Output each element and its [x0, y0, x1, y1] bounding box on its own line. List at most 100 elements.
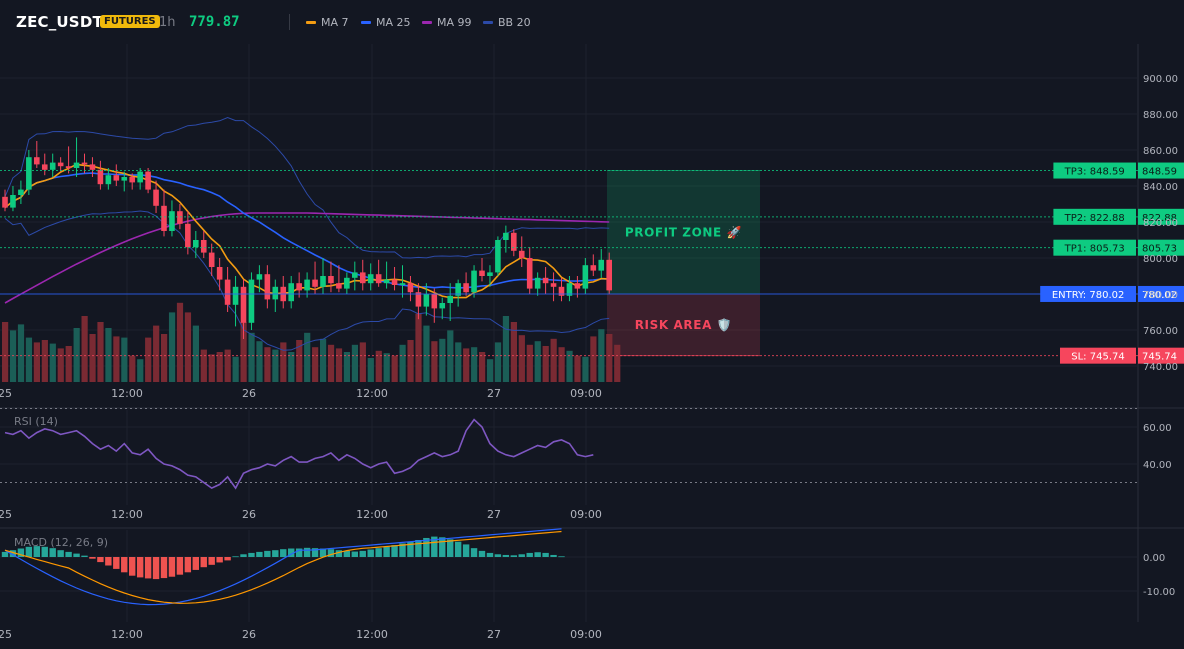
- volume-bar: [9, 330, 17, 382]
- volume-bar: [590, 336, 597, 382]
- candle-body: [487, 272, 493, 276]
- volume-bar: [248, 332, 255, 382]
- candle-body: [264, 274, 271, 300]
- macd-hist-bar: [478, 550, 486, 557]
- macd-hist-bar: [375, 548, 382, 557]
- candle-body: [113, 175, 120, 181]
- legend-bb20[interactable]: BB 20: [483, 16, 531, 29]
- macd-hist-bar: [264, 550, 271, 557]
- volume-bar: [73, 328, 80, 382]
- volume-bar: [176, 302, 184, 382]
- volume-bar: [534, 341, 541, 382]
- volume-bar: [351, 344, 358, 382]
- chart-header: ZEC_USDT FUTURES 1h 779.87 MA 7 MA 25 MA…: [0, 0, 1184, 44]
- macd-hist-bar: [129, 557, 136, 576]
- macd-hist-bar: [502, 554, 510, 557]
- candle-body: [463, 283, 469, 293]
- grid-lines: [0, 44, 1138, 622]
- time-tick-label: 27: [487, 508, 501, 521]
- candle-body: [367, 274, 374, 284]
- candle-body: [320, 276, 326, 287]
- candle-body: [169, 211, 175, 231]
- level-tag-text-sl: SL: 745.74: [1071, 352, 1124, 363]
- candle-body: [121, 177, 128, 181]
- price-tick-label: 760.00: [1143, 326, 1178, 337]
- volume-bar: [121, 337, 128, 382]
- volume-bar: [343, 352, 351, 382]
- macd-hist-bar: [224, 557, 231, 561]
- signal-line: [4, 530, 562, 604]
- legend-ma99[interactable]: MA 99: [422, 16, 472, 29]
- candle-body: [185, 223, 191, 248]
- macd-hist-bar: [351, 551, 358, 557]
- macd-title: MACD (12, 26, 9): [14, 536, 108, 549]
- macd-tick-label: 0.00: [1143, 553, 1165, 564]
- volume-bar: [304, 332, 311, 382]
- time-tick-label: 12:00: [356, 387, 388, 400]
- volume-bar: [320, 338, 327, 382]
- candle-body: [97, 169, 104, 185]
- time-tick-label: 12:00: [111, 628, 143, 641]
- risk-zone: [607, 293, 760, 356]
- bollinger-upper: [4, 116, 610, 259]
- header-divider: [289, 14, 290, 30]
- macd-hist-bar: [470, 548, 478, 557]
- macd-hist-bar: [423, 537, 430, 557]
- volume-bar: [57, 348, 64, 382]
- legend-ma25[interactable]: MA 25: [361, 16, 411, 29]
- candle-body: [471, 270, 477, 293]
- symbol-title[interactable]: ZEC_USDT: [16, 13, 103, 31]
- macd-hist-bar: [510, 555, 517, 557]
- candle-body: [526, 258, 533, 289]
- volume-bar: [65, 346, 72, 382]
- candle-body: [26, 157, 32, 190]
- legend-label-bb20: BB 20: [498, 16, 531, 29]
- time-tick-label: 25: [0, 508, 12, 521]
- candle-body: [41, 164, 48, 170]
- price-tick-label: 800.00: [1143, 254, 1178, 265]
- time-tick-label: 27: [487, 387, 501, 400]
- time-tick-label: 26: [242, 508, 256, 521]
- macd-hist-bar: [144, 557, 152, 579]
- candle-body: [224, 279, 231, 305]
- candle-body: [375, 274, 382, 284]
- candle-body: [399, 283, 406, 285]
- macd-hist-bar: [97, 557, 104, 563]
- volume-bar: [399, 344, 406, 382]
- macd-hist-bar: [208, 557, 215, 565]
- candle-body: [359, 272, 366, 284]
- volume-bar: [526, 344, 533, 382]
- macd-hist-bar: [25, 546, 33, 557]
- volume-bar: [423, 325, 430, 382]
- macd-hist-bar: [526, 552, 533, 557]
- rsi-title: RSI (14): [14, 415, 58, 428]
- legend-ma7[interactable]: MA 7: [306, 16, 349, 29]
- level-axis-text-tp2: 822.88: [1142, 213, 1177, 224]
- candle-body: [383, 279, 390, 284]
- volume-bar: [272, 349, 279, 382]
- candle-body: [352, 272, 358, 278]
- volume-bar: [439, 338, 446, 382]
- candle-body: [177, 211, 183, 224]
- candle-body: [49, 162, 56, 170]
- macd-hist-bar: [399, 543, 406, 557]
- volume-bar: [81, 316, 88, 382]
- timeframe-selector[interactable]: 1h: [159, 15, 176, 30]
- level-axis-box-tp2: [1138, 208, 1184, 225]
- macd-hist-bar: [73, 553, 80, 557]
- candle-body: [200, 240, 207, 253]
- price-tick-label: 840.00: [1143, 182, 1178, 193]
- macd-hist-bar: [311, 548, 319, 557]
- candle-body: [558, 286, 565, 296]
- candle-body: [216, 267, 223, 280]
- macd-line: [4, 528, 562, 606]
- volume-bar: [200, 349, 207, 382]
- volume-bar: [582, 356, 589, 382]
- ma99-line: [4, 212, 610, 304]
- level-tag-text-tp2: TP2: 822.88: [1064, 213, 1125, 224]
- candle-body: [423, 294, 430, 307]
- volume-bar: [558, 347, 565, 382]
- macd-hist-bar: [391, 545, 398, 557]
- candle-body: [18, 189, 24, 195]
